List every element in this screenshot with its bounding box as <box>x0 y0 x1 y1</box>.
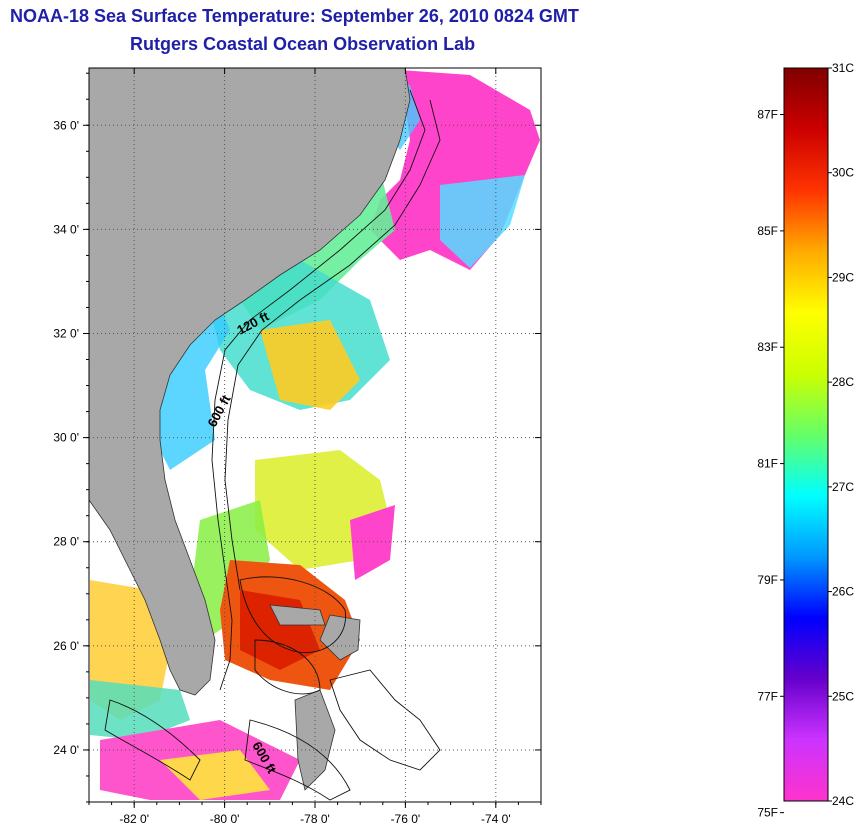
sst-patch-cyan-ne <box>440 175 525 268</box>
colorbar-label-c: 29C <box>832 270 854 284</box>
land-bahamas-grand <box>269 604 326 626</box>
colorbar-label-f: 81F <box>757 457 778 471</box>
lon-tick-label: -76 0' <box>391 812 421 826</box>
colorbar <box>783 67 829 802</box>
lon-tick-label: -82 0' <box>119 812 149 826</box>
colorbar-label-c: 27C <box>832 480 854 494</box>
lon-tick-label: -80 0' <box>210 812 240 826</box>
lat-tick-label: 26 0' <box>53 639 79 653</box>
sst-data-layer <box>90 70 540 800</box>
colorbar-label-c: 28C <box>832 375 854 389</box>
lat-tick-label: 30 0' <box>53 431 79 445</box>
lat-tick-label: 24 0' <box>53 743 79 757</box>
colorbar-label-c: 30C <box>832 166 854 180</box>
land-layer <box>89 68 411 791</box>
map-axes: -82 0' -80 0' -78 0' -76 0' -74 0' 24 0' 26 0'… <box>53 68 542 826</box>
sst-patch-keys-yellow <box>160 750 270 800</box>
colorbar-label-f: 87F <box>757 108 778 122</box>
colorbar-label-f: 79F <box>757 573 778 587</box>
colorbar-label-f: 83F <box>757 340 778 354</box>
lat-tick-label: 32 0' <box>53 326 79 340</box>
land-bahamas-abaco <box>319 614 361 661</box>
gridlines <box>89 68 541 802</box>
map-title: NOAA-18 Sea Surface Temperature: Septemb… <box>10 6 579 26</box>
sst-patch-pink-east <box>350 505 395 580</box>
lon-tick-label: -74 0' <box>481 812 511 826</box>
land-eastern-us <box>89 68 411 696</box>
colorbar-label-c: 25C <box>832 689 854 703</box>
sst-patch-gulf-cyan <box>90 680 190 740</box>
colorbar-labels: 31C 30C 29C 28C 27C 26C 25C 24C 87F 85F 83F 81F 79F 7… <box>757 61 854 820</box>
sst-patch-yellow-mid <box>260 320 360 410</box>
bathymetry-contours <box>104 89 441 801</box>
colorbar-label-f: 77F <box>757 689 778 703</box>
colorbar-label-c: 24C <box>832 794 854 808</box>
lon-tick-label: -78 0' <box>300 812 330 826</box>
colorbar-label-c: 31C <box>832 61 854 75</box>
colorbar-label-f: 85F <box>757 224 778 238</box>
lat-tick-label: 34 0' <box>53 222 79 236</box>
lat-tick-label: 36 0' <box>53 118 79 132</box>
lat-tick-label: 28 0' <box>53 535 79 549</box>
map-subtitle: Rutgers Coastal Ocean Observation Lab <box>130 34 476 54</box>
colorbar-label-f: 75F <box>757 806 778 820</box>
colorbar-label-c: 26C <box>832 585 854 599</box>
